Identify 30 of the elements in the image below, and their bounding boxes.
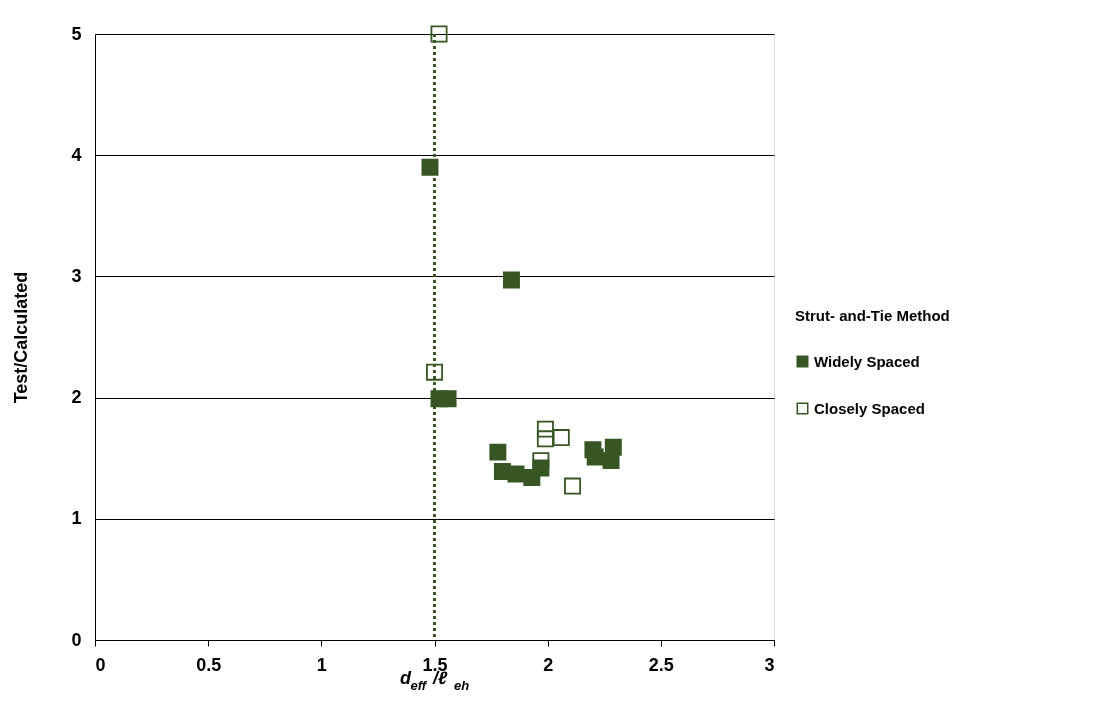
point [604, 438, 622, 456]
point [507, 465, 525, 483]
point [532, 452, 550, 470]
x-tick-label: 3 [764, 654, 775, 675]
y-axis-title: Test/Calculated [11, 271, 32, 404]
legend-title: Strut- and-Tie Method [795, 307, 950, 324]
y-tick-label: 2 [71, 387, 82, 408]
y-tick-label: 3 [71, 265, 82, 286]
x-tick-label: 1 [316, 654, 327, 675]
point [489, 443, 507, 461]
legend-label: Closely Spaced [814, 399, 925, 417]
point [430, 25, 448, 43]
point [536, 430, 554, 448]
point [586, 448, 604, 466]
point [564, 477, 582, 495]
x-tick-label: 0.5 [196, 654, 222, 675]
point [421, 158, 439, 176]
point [426, 363, 443, 381]
legend-label: Widely Spaced [814, 352, 920, 370]
x-tick-label: 2.5 [648, 654, 674, 675]
y-tick-label: 1 [71, 508, 82, 529]
y-tick-label: 4 [71, 144, 82, 165]
y-tick-label: 0 [71, 629, 82, 650]
point [536, 420, 554, 438]
x-tick-label: 0 [95, 654, 106, 675]
x-tick-label: 2 [543, 654, 554, 675]
y-tick-label: 5 [71, 23, 82, 44]
point [439, 390, 457, 408]
point [552, 429, 570, 447]
point [502, 271, 520, 289]
